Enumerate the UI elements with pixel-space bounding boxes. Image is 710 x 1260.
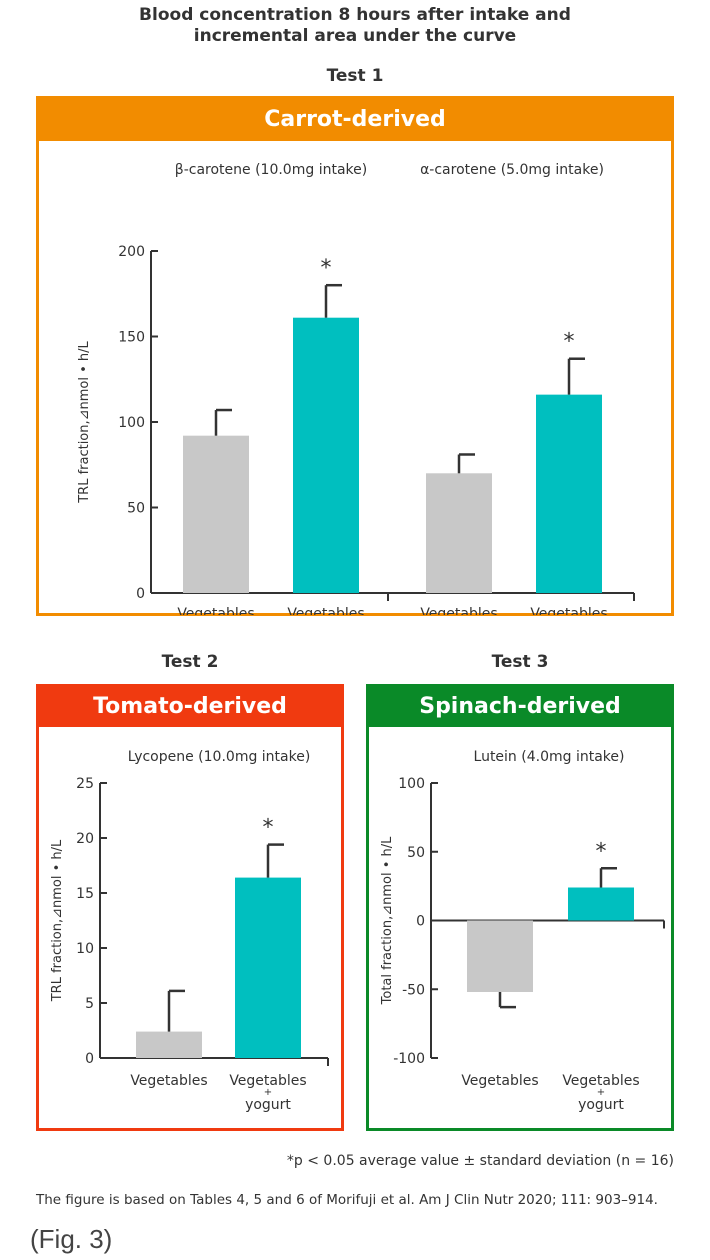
category-label: Vegetables (177, 606, 254, 615)
group-title: Lutein (4.0mg intake) (474, 749, 625, 765)
category-label-line1: Vegetables (562, 1073, 639, 1089)
category-label-line2: yogurt (578, 1097, 624, 1113)
tomato-chart: 0 5 10 15 20 25 TRL fraction,⊿nmol • h/L Lycope… (50, 749, 329, 1113)
tomato-panel: Tomato-derived 0 5 10 15 20 25 TRL fraction,⊿n… (36, 684, 344, 1131)
test3-label: Test 3 (491, 652, 549, 672)
significance-star: * (596, 839, 607, 864)
y-axis-label: Total fraction,⊿nmol • h/L (380, 836, 395, 1005)
y-tick-label: 150 (118, 330, 145, 346)
bar-vegetables (183, 435, 249, 593)
category-label-line1: Vegetables (229, 1073, 306, 1089)
test1-label: Test 1 (326, 66, 384, 86)
spinach-panel: Spinach-derived -100 -50 0 50 100 Total fract… (366, 684, 674, 1131)
bar-vegetables (426, 473, 492, 593)
y-tick-label: 0 (416, 914, 425, 930)
chart-title-line2: incremental area under the curve (193, 26, 517, 46)
category-label: Vegetables (461, 1073, 538, 1089)
category-label: Vegetables (130, 1073, 207, 1089)
bar-vegetables-yogurt (235, 877, 301, 1058)
y-tick-label: 50 (407, 845, 425, 861)
significance-footnote: *p < 0.05 average value ± standard devia… (286, 1153, 674, 1169)
group-title: Lycopene (10.0mg intake) (128, 749, 311, 765)
significance-star: * (263, 816, 274, 841)
category-label-line2: yogurt (245, 1097, 291, 1113)
y-tick-label: 0 (136, 586, 145, 602)
spinach-chart: -100 -50 0 50 100 Total fraction,⊿nmol • h/L L… (380, 749, 665, 1113)
test2-label: Test 2 (161, 652, 219, 672)
y-tick-label: 50 (127, 501, 145, 517)
category-label-plus: + (264, 1087, 272, 1098)
y-tick-label: -50 (402, 982, 425, 998)
bar-vegetables-yogurt (536, 394, 602, 593)
y-tick-label: 100 (118, 415, 145, 431)
carrot-chart: 0 50 100 150 200 TRL fraction,⊿nmol • h/L β-ca… (77, 162, 635, 615)
y-tick-label: 200 (118, 244, 145, 260)
tomato-panel-title: Tomato-derived (39, 687, 341, 727)
category-label-line1: Vegetables (530, 606, 607, 615)
y-axis-label: TRL fraction,⊿nmol • h/L (77, 340, 92, 503)
y-tick-label: 20 (76, 831, 94, 847)
y-axis-label: TRL fraction,⊿nmol • h/L (50, 839, 65, 1002)
category-label: Vegetables (420, 606, 497, 615)
bar-vegetables-yogurt (568, 887, 634, 921)
bar-vegetables-yogurt (293, 317, 359, 593)
bar-vegetables (467, 920, 533, 992)
figure-label: (Fig. 3) (30, 1224, 113, 1254)
significance-star: * (564, 330, 575, 355)
y-tick-label: 100 (398, 776, 425, 792)
significance-star: * (321, 256, 332, 281)
y-tick-label: 15 (76, 886, 94, 902)
y-tick-label: 25 (76, 776, 94, 792)
category-label-line1: Vegetables (287, 606, 364, 615)
group-title: α-carotene (5.0mg intake) (420, 162, 604, 178)
carrot-panel-title: Carrot-derived (39, 99, 671, 141)
y-tick-label: 5 (85, 996, 94, 1012)
bar-vegetables (136, 1031, 202, 1058)
carrot-panel: Carrot-derived 0 50 100 150 200 TRL fraction,… (36, 96, 674, 616)
y-tick-label: -100 (393, 1051, 425, 1067)
y-tick-label: 0 (85, 1051, 94, 1067)
category-label-plus: + (597, 1087, 605, 1098)
spinach-panel-title: Spinach-derived (369, 687, 671, 727)
group-title: β-carotene (10.0mg intake) (175, 162, 367, 178)
chart-title-line1: Blood concentration 8 hours after intake… (139, 5, 571, 25)
y-tick-label: 10 (76, 941, 94, 957)
source-note: The figure is based on Tables 4, 5 and 6… (36, 1192, 658, 1208)
